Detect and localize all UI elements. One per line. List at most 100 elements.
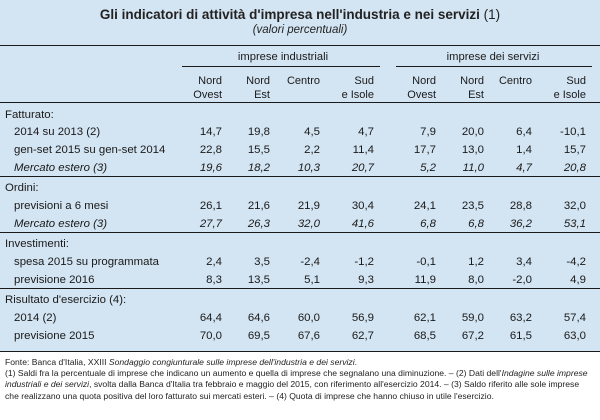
column-header-line1: Nord <box>412 75 436 87</box>
column-header: Nord Ovest <box>386 74 436 102</box>
column-header-line1: Centro <box>498 75 532 87</box>
column-header-line1: Sud <box>566 75 586 87</box>
bottom-rule <box>0 351 600 352</box>
column-header-line1: Nord <box>460 75 484 87</box>
table-row: 2014 (2) 64,4 64,6 60,0 56,9 62,1 59,0 63,2 57,4 <box>0 310 600 326</box>
table-cell: 23,5 <box>461 200 484 212</box>
notes-text: (1) Saldi fra la percentuale di imprese … <box>5 368 595 402</box>
row-label: Mercato estero (3) <box>14 162 108 174</box>
table-cell: 64,4 <box>199 312 222 324</box>
table-cell: 3,5 <box>254 256 270 268</box>
column-header: Nord Est <box>434 74 484 102</box>
table-cell: 6,8 <box>468 218 484 230</box>
row-label: spesa 2015 su programmata <box>14 256 159 268</box>
header-rule <box>0 102 600 103</box>
column-header-line2: Ovest <box>193 89 222 101</box>
table-cell: 20,0 <box>461 126 484 138</box>
top-rule <box>0 45 600 46</box>
table-cell: 8,3 <box>206 274 222 286</box>
note-survey-title: Indagine sulle imprese industriali e dei… <box>5 368 588 390</box>
table-row: gen-set 2015 su gen-set 2014 22,8 15,5 2,2 1… <box>0 142 600 158</box>
column-header-line1: Sud <box>354 75 374 87</box>
table-cell: 17,7 <box>413 144 436 156</box>
table-cell: 4,7 <box>516 162 532 174</box>
table-cell: 26,3 <box>247 218 270 230</box>
row-label: Fatturato: <box>5 109 54 121</box>
table-cell: 22,8 <box>199 144 222 156</box>
column-header: Sud e Isole <box>324 74 374 102</box>
table-cell: 20,7 <box>351 162 374 174</box>
table-cell: 70,0 <box>199 330 222 342</box>
table-cell: 6,4 <box>516 126 532 138</box>
table-cell: 59,0 <box>461 312 484 324</box>
table-cell: -1,2 <box>354 256 374 268</box>
table-cell: 13,5 <box>247 274 270 286</box>
column-header-line2: Est <box>254 89 270 101</box>
section-rule <box>0 288 600 289</box>
table-cell: 5,2 <box>420 162 436 174</box>
column-header: Centro <box>482 74 532 88</box>
table-row: spesa 2015 su programmata 2,4 3,5 -2,4 -1,2 -… <box>0 254 600 270</box>
table-cell: 68,5 <box>413 330 436 342</box>
row-label: 2014 (2) <box>14 312 57 324</box>
table-cell: 63,2 <box>509 312 532 324</box>
column-header-line1: Centro <box>286 75 320 87</box>
table-row: 2014 su 2013 (2) 14,7 19,8 4,5 4,7 7,9 20,0 6,4… <box>0 124 600 140</box>
table-cell: 15,5 <box>247 144 270 156</box>
column-header-line2: Ovest <box>407 89 436 101</box>
section-header: Fatturato: <box>0 107 600 123</box>
column-header: Nord Ovest <box>172 74 222 102</box>
table-cell: 14,7 <box>199 126 222 138</box>
table-cell: 32,0 <box>297 218 320 230</box>
table-cell: 63,0 <box>563 330 586 342</box>
section-header: Ordini: <box>0 180 600 196</box>
table-cell: 11,0 <box>462 162 484 174</box>
table-cell: 1,4 <box>516 144 532 156</box>
source-title: Sondaggio congiunturale sulle imprese de… <box>108 357 355 367</box>
table-cell: 4,7 <box>358 126 374 138</box>
table-cell: 6,8 <box>420 218 436 230</box>
row-label: Ordini: <box>5 182 39 194</box>
table-cell: 57,4 <box>563 312 586 324</box>
table-cell: 26,1 <box>199 200 222 212</box>
table-panel: Gli indicatori di attività d'impresa nel… <box>0 0 600 352</box>
table-cell: 7,9 <box>420 126 436 138</box>
table-cell: 4,9 <box>570 274 586 286</box>
table-cell: 53,1 <box>563 218 586 230</box>
table-cell: -10,1 <box>560 126 586 138</box>
table-cell: 62,7 <box>351 330 374 342</box>
table-cell: 20,8 <box>563 162 586 174</box>
title-text: Gli indicatori di attività d'impresa nel… <box>99 7 480 22</box>
table-cell: 11,9 <box>414 274 436 286</box>
table-cell: 67,6 <box>297 330 320 342</box>
table-cell: 56,9 <box>351 312 374 324</box>
section-header: Risultato d'esercizio (4): <box>0 292 600 308</box>
table-cell: 21,9 <box>297 200 320 212</box>
table-cell: 10,3 <box>297 162 320 174</box>
table-cell: 60,0 <box>297 312 320 324</box>
table-cell: 41,6 <box>351 218 374 230</box>
column-header-line2: e Isole <box>341 89 374 101</box>
table-cell: 64,6 <box>247 312 270 324</box>
table-cell: 5,1 <box>304 274 320 286</box>
column-header: Sud e Isole <box>536 74 586 102</box>
column-header-line1: Nord <box>198 75 222 87</box>
table-cell: 1,2 <box>468 256 484 268</box>
table-cell: 9,3 <box>358 274 374 286</box>
group-header-services: imprese dei servizi <box>446 51 540 63</box>
table-cell: 18,2 <box>247 162 270 174</box>
title-note: (1) <box>483 7 501 22</box>
column-header-line2: Est <box>468 89 484 101</box>
table-cell: 15,7 <box>563 144 586 156</box>
table-cell: -2,4 <box>300 256 320 268</box>
table-cell: -2,0 <box>512 274 532 286</box>
table-cell: 8,0 <box>468 274 484 286</box>
section-header: Investimenti: <box>0 236 600 252</box>
table-cell: 19,8 <box>247 126 270 138</box>
table-row: previsioni a 6 mesi 26,1 21,6 21,9 30,4 24,1 2… <box>0 198 600 214</box>
group-rule-industry <box>182 66 380 67</box>
row-label: previsioni a 6 mesi <box>14 200 109 212</box>
table-cell: 2,2 <box>304 144 320 156</box>
table-cell: 21,6 <box>247 200 270 212</box>
